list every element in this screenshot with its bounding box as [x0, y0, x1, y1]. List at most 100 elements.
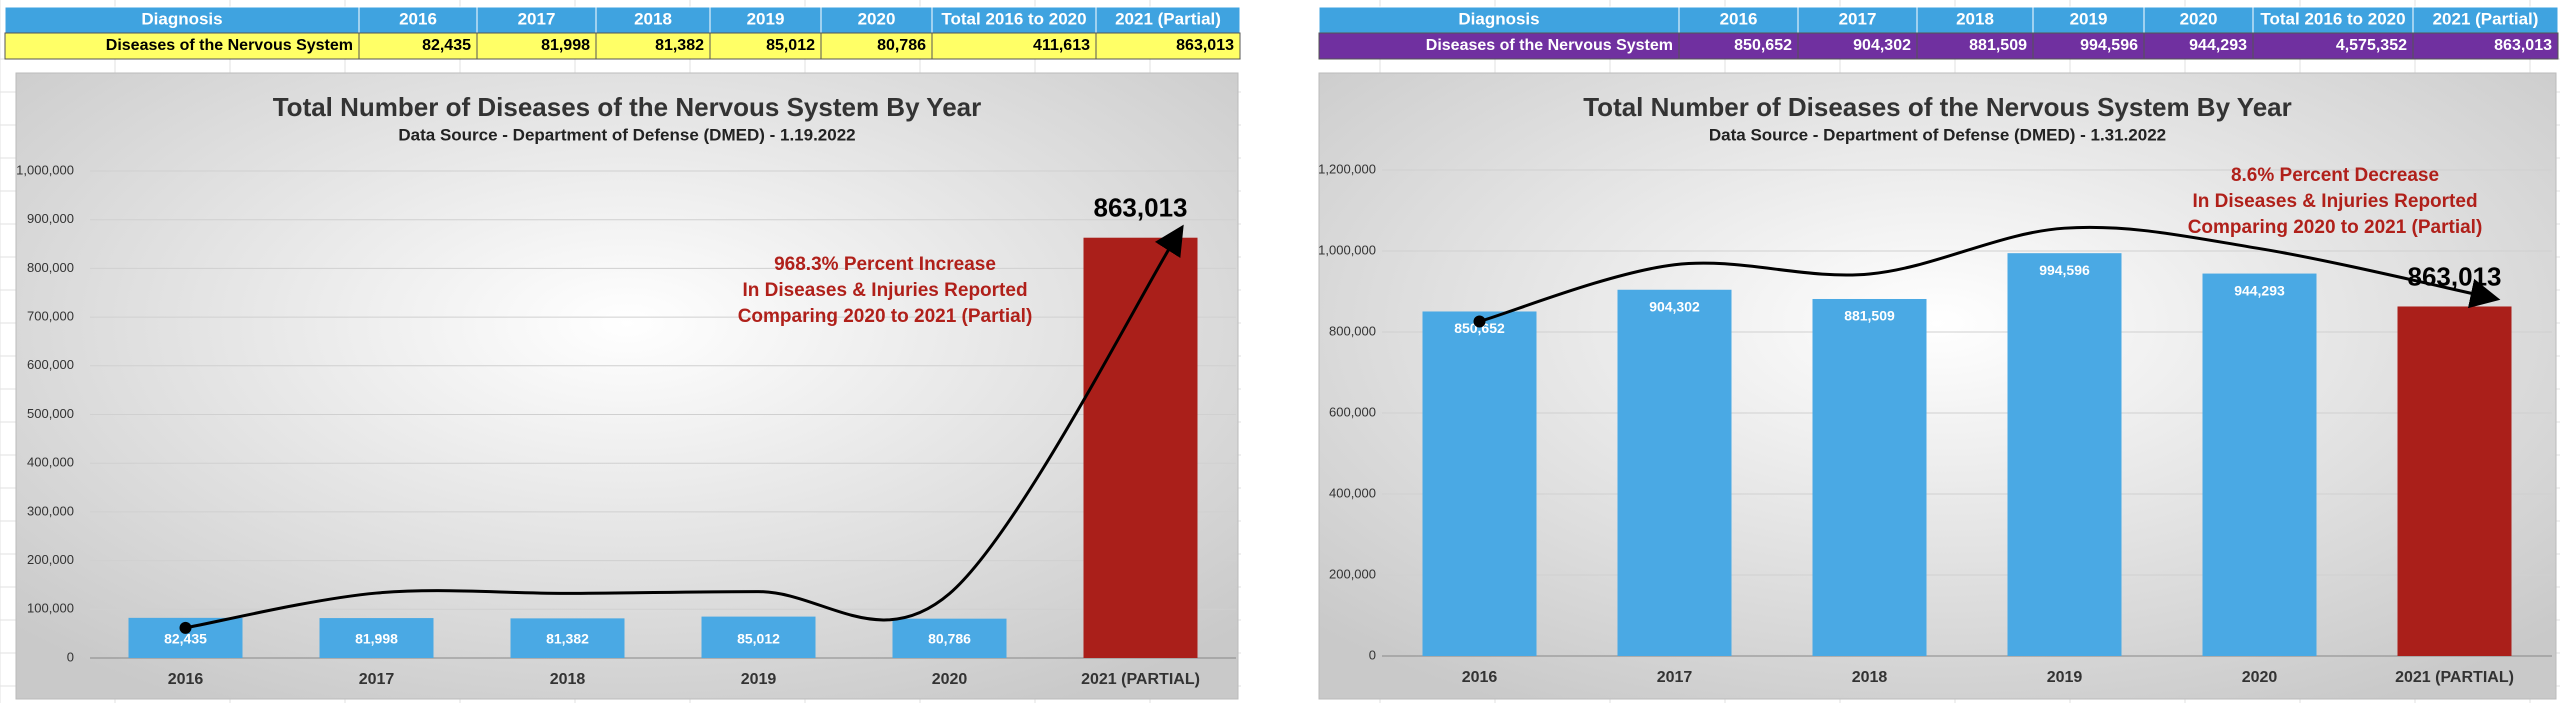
y-tick-label: 1,000,000 — [16, 162, 74, 177]
y-tick-label: 800,000 — [27, 260, 74, 275]
bar — [2202, 273, 2317, 656]
y-tick-label: 600,000 — [27, 357, 74, 372]
x-tick-label: 2017 — [1657, 669, 1693, 686]
annotation: 8.6% Percent Decrease — [2231, 165, 2439, 186]
value-label: 904,302 — [1649, 298, 1700, 314]
header-text: 2020 — [858, 9, 896, 28]
header-text: Diagnosis — [141, 9, 222, 28]
data-cell — [820, 32, 933, 60]
cell-text: 904,302 — [1853, 37, 1911, 54]
header-text: Diagnosis — [1458, 9, 1539, 28]
value-label: 944,293 — [2234, 282, 2285, 298]
y-tick-label: 400,000 — [27, 455, 74, 470]
data-cell — [358, 32, 478, 60]
header-text: 2021 (Partial) — [2433, 9, 2539, 28]
x-tick-label: 2020 — [2242, 669, 2278, 686]
cell-text: 863,013 — [1176, 37, 1234, 54]
header-text: 2017 — [1839, 9, 1877, 28]
header-cell — [2143, 6, 2254, 34]
chart-title: Total Number of Diseases of the Nervous … — [1583, 92, 2292, 122]
x-tick-label: 2019 — [2047, 669, 2083, 686]
x-tick-label: 2018 — [1852, 669, 1888, 686]
data-cell — [1916, 32, 2034, 60]
y-tick-label: 100,000 — [27, 601, 74, 616]
header-cell — [1916, 6, 2034, 34]
data-cell — [931, 32, 1097, 60]
annotation: Comparing 2020 to 2021 (Partial) — [2188, 217, 2483, 238]
header-text: 2017 — [518, 9, 556, 28]
data-cell — [595, 32, 711, 60]
header-text: 2019 — [2070, 9, 2108, 28]
annotation: In Diseases & Injuries Reported — [742, 280, 1027, 301]
value-label: 863,013 — [1094, 193, 1188, 223]
header-text: Total 2016 to 2020 — [941, 9, 1086, 28]
y-tick-label: 500,000 — [27, 406, 74, 421]
x-tick-label: 2020 — [932, 671, 968, 688]
chart-subtitle: Data Source - Department of Defense (DME… — [398, 125, 855, 144]
cell-text: 944,293 — [2189, 37, 2247, 54]
arrow-start — [1473, 315, 1486, 328]
bar — [1083, 237, 1198, 659]
data-cell — [709, 32, 822, 60]
header-text: 2016 — [399, 9, 437, 28]
cell-text: 81,382 — [655, 37, 704, 54]
cell-text: 994,596 — [2080, 37, 2138, 54]
bar — [2397, 306, 2512, 656]
bar — [2007, 253, 2122, 657]
annotation: 968.3% Percent Increase — [774, 254, 996, 275]
annotation: Comparing 2020 to 2021 (Partial) — [738, 306, 1033, 327]
value-label: 85,012 — [737, 631, 780, 647]
data-cell — [2032, 32, 2145, 60]
header-cell — [709, 6, 822, 34]
bar — [1812, 298, 1927, 656]
cell-text: 863,013 — [2494, 37, 2552, 54]
value-label: 850,652 — [1454, 320, 1505, 336]
value-label: 994,596 — [2039, 262, 2090, 278]
data-cell — [1095, 32, 1241, 60]
cell-text: 85,012 — [766, 37, 815, 54]
bar — [1422, 311, 1537, 656]
y-tick-label: 1,000,000 — [1318, 242, 1376, 257]
header-cell — [1318, 6, 1680, 34]
y-tick-label: 700,000 — [27, 309, 74, 324]
bar — [1617, 289, 1732, 656]
value-label: 82,435 — [164, 631, 207, 647]
value-label: 81,998 — [355, 631, 398, 647]
header-text: 2019 — [747, 9, 785, 28]
header-text: 2020 — [2180, 9, 2218, 28]
chart-subtitle: Data Source - Department of Defense (DME… — [1709, 125, 2166, 144]
trend-arrow — [185, 224, 1184, 630]
cell-text: 82,435 — [422, 37, 471, 54]
x-tick-label: 2016 — [1462, 669, 1498, 686]
bar — [510, 618, 625, 658]
header-cell — [2032, 6, 2145, 34]
data-cell — [2143, 32, 2254, 60]
chart-area — [15, 72, 1239, 700]
header-text: 2016 — [1720, 9, 1758, 28]
x-tick-label: 2017 — [359, 671, 395, 688]
y-tick-label: 200,000 — [1329, 566, 1376, 581]
data-cell — [1678, 32, 1799, 60]
x-tick-label: 2016 — [168, 671, 204, 688]
cell-text: 411,613 — [1033, 37, 1090, 54]
y-tick-label: 0 — [1369, 647, 1376, 662]
cell-text: Diseases of the Nervous System — [1426, 37, 1673, 54]
x-tick-label: 2021 (PARTIAL) — [2395, 669, 2514, 686]
chart-title: Total Number of Diseases of the Nervous … — [273, 92, 982, 122]
bar — [701, 616, 816, 658]
cell-text: 80,786 — [877, 37, 926, 54]
y-tick-label: 600,000 — [1329, 404, 1376, 419]
header-text: 2018 — [634, 9, 672, 28]
annotation: In Diseases & Injuries Reported — [2192, 191, 2477, 212]
data-cell — [2412, 32, 2559, 60]
arrow-start — [179, 621, 192, 634]
header-cell — [1095, 6, 1241, 34]
header-cell — [4, 6, 360, 34]
data-cell — [4, 32, 360, 60]
cell-text: 81,998 — [541, 37, 590, 54]
value-label: 881,509 — [1844, 308, 1895, 324]
header-text: 2021 (Partial) — [1115, 9, 1221, 28]
header-cell — [595, 6, 711, 34]
